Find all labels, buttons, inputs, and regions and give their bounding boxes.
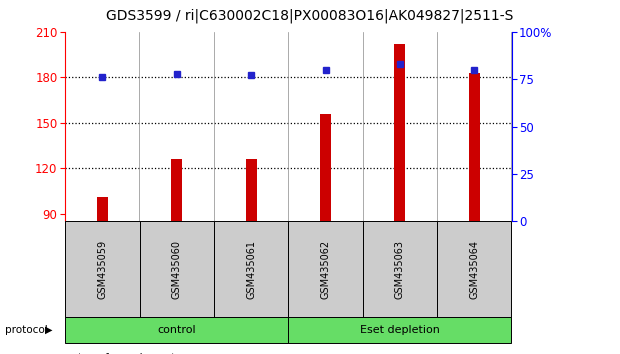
Text: ■: ■ — [65, 353, 74, 354]
Text: GSM435062: GSM435062 — [321, 239, 330, 299]
Bar — [320, 114, 331, 221]
Bar — [469, 73, 480, 221]
Text: control: control — [157, 325, 196, 335]
Bar — [97, 197, 108, 221]
Bar — [246, 159, 257, 221]
Bar — [394, 44, 405, 221]
Bar — [171, 159, 182, 221]
Text: GSM435061: GSM435061 — [246, 240, 256, 298]
Text: GSM435059: GSM435059 — [97, 239, 107, 299]
Text: ▶: ▶ — [45, 325, 53, 335]
Text: GSM435064: GSM435064 — [469, 240, 479, 298]
Text: GSM435063: GSM435063 — [395, 240, 405, 298]
Text: GSM435060: GSM435060 — [172, 240, 182, 298]
Text: GDS3599 / ri|C630002C18|PX00083O16|AK049827|2511-S: GDS3599 / ri|C630002C18|PX00083O16|AK049… — [106, 9, 514, 23]
Text: transformed count: transformed count — [78, 353, 175, 354]
Text: Eset depletion: Eset depletion — [360, 325, 440, 335]
Text: protocol: protocol — [5, 325, 48, 335]
